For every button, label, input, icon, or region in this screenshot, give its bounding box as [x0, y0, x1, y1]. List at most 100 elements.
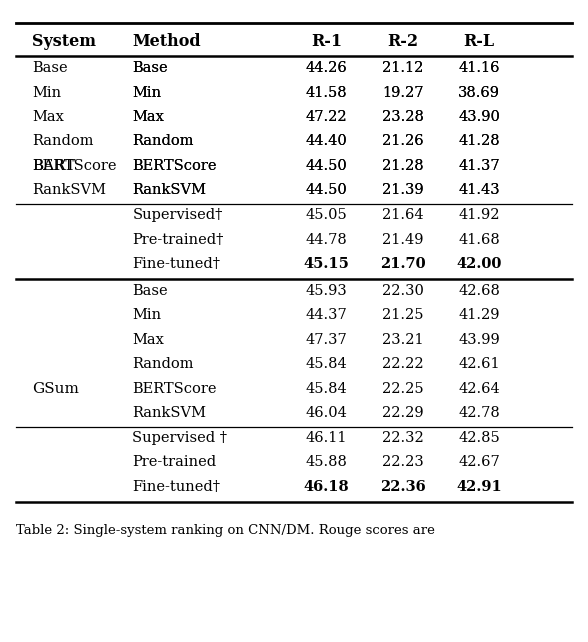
Text: R-2: R-2 — [387, 33, 418, 50]
Text: BERTScore: BERTScore — [132, 159, 217, 173]
Text: 41.58: 41.58 — [306, 85, 347, 100]
Text: Method: Method — [132, 33, 201, 50]
Text: Min: Min — [132, 308, 162, 322]
Text: R-1: R-1 — [311, 33, 342, 50]
Text: Random: Random — [132, 134, 194, 148]
Text: Random: Random — [132, 357, 194, 371]
Text: GSum: GSum — [32, 382, 79, 396]
Text: 44.50: 44.50 — [305, 159, 348, 173]
Text: 45.93: 45.93 — [305, 284, 348, 298]
Text: 46.11: 46.11 — [306, 431, 347, 445]
Text: 41.16: 41.16 — [459, 61, 500, 75]
Text: BERTScore: BERTScore — [132, 381, 217, 395]
Text: 22.30: 22.30 — [382, 284, 424, 298]
Text: R-L: R-L — [464, 33, 495, 50]
Text: 42.91: 42.91 — [456, 480, 502, 494]
Text: 45.84: 45.84 — [305, 357, 348, 371]
Text: 38.69: 38.69 — [458, 85, 500, 100]
Text: Min: Min — [132, 85, 162, 100]
Text: 47.22: 47.22 — [306, 110, 347, 124]
Text: Min: Min — [132, 85, 162, 100]
Text: 41.43: 41.43 — [459, 183, 500, 197]
Text: 41.58: 41.58 — [306, 85, 347, 100]
Text: Table 2: Single-system ranking on CNN/DM. Rouge scores are: Table 2: Single-system ranking on CNN/DM… — [16, 524, 435, 537]
Text: 45.84: 45.84 — [305, 381, 348, 395]
Text: Supervised†: Supervised† — [132, 209, 223, 222]
Text: RankSVM: RankSVM — [132, 183, 206, 197]
Text: Base: Base — [132, 61, 168, 75]
Text: 45.88: 45.88 — [305, 455, 348, 469]
Text: RankSVM: RankSVM — [32, 183, 106, 197]
Text: 47.37: 47.37 — [305, 333, 348, 347]
Text: 44.78: 44.78 — [305, 233, 348, 247]
Text: Min: Min — [32, 85, 62, 100]
Text: 47.22: 47.22 — [306, 110, 347, 124]
Text: Pre-trained†: Pre-trained† — [132, 233, 223, 247]
Text: 42.68: 42.68 — [458, 284, 500, 298]
Text: 44.50: 44.50 — [305, 183, 348, 197]
Text: Random: Random — [32, 134, 94, 148]
Text: 41.29: 41.29 — [459, 308, 500, 322]
Text: Base: Base — [32, 61, 68, 75]
Text: 46.18: 46.18 — [303, 480, 349, 494]
Text: 45.15: 45.15 — [303, 257, 349, 271]
Text: 21.64: 21.64 — [382, 209, 423, 222]
Text: 22.22: 22.22 — [382, 357, 423, 371]
Text: BERTScore: BERTScore — [132, 159, 217, 173]
Text: 42.61: 42.61 — [459, 357, 500, 371]
Text: System: System — [32, 33, 96, 50]
Text: Max: Max — [132, 110, 164, 124]
Text: 21.26: 21.26 — [382, 134, 423, 148]
Text: 22.36: 22.36 — [380, 480, 426, 494]
Text: 42.00: 42.00 — [456, 257, 502, 271]
Text: 21.49: 21.49 — [382, 233, 423, 247]
Text: RankSVM: RankSVM — [132, 183, 206, 197]
Text: 43.90: 43.90 — [458, 110, 500, 124]
Text: BART: BART — [32, 159, 76, 173]
Text: Base: Base — [132, 284, 168, 298]
Text: 44.50: 44.50 — [305, 159, 348, 173]
Text: 22.32: 22.32 — [382, 431, 424, 445]
Text: RankSVM: RankSVM — [132, 406, 206, 420]
Text: 42.67: 42.67 — [458, 455, 500, 469]
Text: 19.27: 19.27 — [382, 85, 423, 100]
Text: Max: Max — [132, 110, 164, 124]
Text: 41.28: 41.28 — [459, 134, 500, 148]
Text: 44.40: 44.40 — [305, 134, 348, 148]
Text: 21.25: 21.25 — [382, 308, 423, 322]
Text: 19.27: 19.27 — [382, 85, 423, 100]
Text: 44.50: 44.50 — [305, 183, 348, 197]
Text: 42.64: 42.64 — [458, 381, 500, 395]
Text: Base: Base — [132, 61, 168, 75]
Text: 43.90: 43.90 — [458, 110, 500, 124]
Text: 21.28: 21.28 — [382, 159, 423, 173]
Text: 21.70: 21.70 — [380, 257, 426, 271]
Text: 22.29: 22.29 — [382, 406, 423, 420]
Text: 44.40: 44.40 — [305, 134, 348, 148]
Text: 42.78: 42.78 — [458, 406, 500, 420]
Text: Pre-trained: Pre-trained — [132, 455, 216, 469]
Text: BERTScore: BERTScore — [32, 159, 117, 173]
Text: 21.39: 21.39 — [382, 183, 423, 197]
Text: Max: Max — [132, 333, 164, 347]
Text: 45.05: 45.05 — [305, 209, 348, 222]
Text: 23.28: 23.28 — [382, 110, 424, 124]
Text: 41.37: 41.37 — [459, 159, 500, 173]
Text: 23.21: 23.21 — [382, 333, 423, 347]
Text: 44.37: 44.37 — [305, 308, 348, 322]
Text: 43.99: 43.99 — [458, 333, 500, 347]
Text: 44.26: 44.26 — [305, 61, 348, 75]
Text: 41.28: 41.28 — [459, 134, 500, 148]
Text: 46.04: 46.04 — [305, 406, 348, 420]
Text: 22.23: 22.23 — [382, 455, 424, 469]
Text: 41.43: 41.43 — [459, 183, 500, 197]
Text: 22.25: 22.25 — [382, 381, 423, 395]
Text: Fine-tuned†: Fine-tuned† — [132, 480, 220, 494]
Text: Fine-tuned†: Fine-tuned† — [132, 257, 220, 271]
Text: 41.16: 41.16 — [459, 61, 500, 75]
Text: 42.85: 42.85 — [458, 431, 500, 445]
Text: Random: Random — [132, 134, 194, 148]
Text: 21.28: 21.28 — [382, 159, 423, 173]
Text: 41.37: 41.37 — [459, 159, 500, 173]
Text: 23.28: 23.28 — [382, 110, 424, 124]
